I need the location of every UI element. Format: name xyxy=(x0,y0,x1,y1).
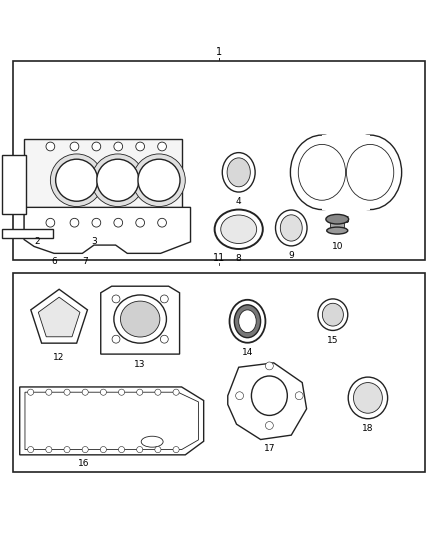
Ellipse shape xyxy=(326,214,349,224)
Polygon shape xyxy=(38,297,80,337)
Text: 13: 13 xyxy=(134,360,146,369)
Text: 12: 12 xyxy=(53,353,65,362)
Circle shape xyxy=(158,142,166,151)
Ellipse shape xyxy=(230,300,265,343)
Ellipse shape xyxy=(251,376,287,415)
Circle shape xyxy=(295,392,303,400)
Circle shape xyxy=(46,219,55,227)
Text: 16: 16 xyxy=(78,459,90,468)
Bar xyxy=(13,61,425,260)
Circle shape xyxy=(133,154,185,206)
Ellipse shape xyxy=(239,310,256,333)
Ellipse shape xyxy=(234,305,261,338)
Circle shape xyxy=(114,142,123,151)
Circle shape xyxy=(160,335,168,343)
Circle shape xyxy=(28,447,34,453)
Circle shape xyxy=(160,295,168,303)
Text: 11: 11 xyxy=(213,253,225,263)
Circle shape xyxy=(112,335,120,343)
Circle shape xyxy=(136,219,145,227)
Polygon shape xyxy=(228,363,307,440)
Circle shape xyxy=(64,389,70,395)
Bar xyxy=(13,273,425,472)
Ellipse shape xyxy=(141,436,163,447)
Circle shape xyxy=(173,447,179,453)
Circle shape xyxy=(100,447,106,453)
Polygon shape xyxy=(101,286,180,354)
Circle shape xyxy=(56,159,98,201)
Circle shape xyxy=(265,362,273,370)
Circle shape xyxy=(265,422,273,430)
Text: 2: 2 xyxy=(35,237,40,246)
Circle shape xyxy=(137,447,143,453)
Circle shape xyxy=(50,154,103,206)
Ellipse shape xyxy=(280,215,302,241)
Text: 15: 15 xyxy=(327,336,339,345)
Circle shape xyxy=(64,447,70,453)
Ellipse shape xyxy=(227,158,251,187)
Ellipse shape xyxy=(318,299,348,330)
Circle shape xyxy=(70,142,79,151)
Circle shape xyxy=(92,219,101,227)
Ellipse shape xyxy=(327,227,348,234)
Text: 10: 10 xyxy=(332,243,343,252)
Text: 4: 4 xyxy=(236,197,241,206)
Circle shape xyxy=(137,389,143,395)
Ellipse shape xyxy=(114,295,166,343)
Ellipse shape xyxy=(215,209,263,249)
Circle shape xyxy=(46,389,52,395)
Ellipse shape xyxy=(290,135,353,209)
Circle shape xyxy=(114,219,123,227)
Circle shape xyxy=(138,159,180,201)
Circle shape xyxy=(118,447,124,453)
Text: 17: 17 xyxy=(264,444,275,453)
Circle shape xyxy=(155,389,161,395)
Circle shape xyxy=(82,447,88,453)
Circle shape xyxy=(158,219,166,227)
FancyBboxPatch shape xyxy=(24,139,182,231)
Polygon shape xyxy=(24,207,191,253)
Bar xyxy=(322,135,370,209)
Circle shape xyxy=(136,142,145,151)
Circle shape xyxy=(46,142,55,151)
Circle shape xyxy=(82,389,88,395)
Text: 8: 8 xyxy=(236,254,242,263)
Text: 7: 7 xyxy=(82,257,88,266)
Circle shape xyxy=(28,389,34,395)
Circle shape xyxy=(70,219,79,227)
Circle shape xyxy=(155,447,161,453)
FancyBboxPatch shape xyxy=(2,229,53,238)
Text: 6: 6 xyxy=(52,257,58,266)
Circle shape xyxy=(118,389,124,395)
FancyBboxPatch shape xyxy=(2,155,26,214)
Circle shape xyxy=(100,389,106,395)
Polygon shape xyxy=(20,387,204,455)
Circle shape xyxy=(97,159,139,201)
Ellipse shape xyxy=(120,301,160,337)
FancyBboxPatch shape xyxy=(330,219,344,231)
Text: 18: 18 xyxy=(362,424,374,433)
Polygon shape xyxy=(31,289,88,343)
Ellipse shape xyxy=(221,215,257,244)
Ellipse shape xyxy=(353,383,382,413)
Text: 3: 3 xyxy=(91,237,97,246)
Circle shape xyxy=(236,392,244,400)
Circle shape xyxy=(173,389,179,395)
Circle shape xyxy=(112,295,120,303)
Ellipse shape xyxy=(322,303,343,326)
Ellipse shape xyxy=(339,135,402,209)
Circle shape xyxy=(46,447,52,453)
Text: 9: 9 xyxy=(288,251,294,260)
Circle shape xyxy=(92,154,144,206)
Circle shape xyxy=(92,142,101,151)
Text: 5: 5 xyxy=(343,216,349,225)
Ellipse shape xyxy=(348,377,388,419)
Ellipse shape xyxy=(276,210,307,246)
Text: 14: 14 xyxy=(242,348,253,357)
Ellipse shape xyxy=(222,152,255,192)
Text: 1: 1 xyxy=(216,47,222,57)
